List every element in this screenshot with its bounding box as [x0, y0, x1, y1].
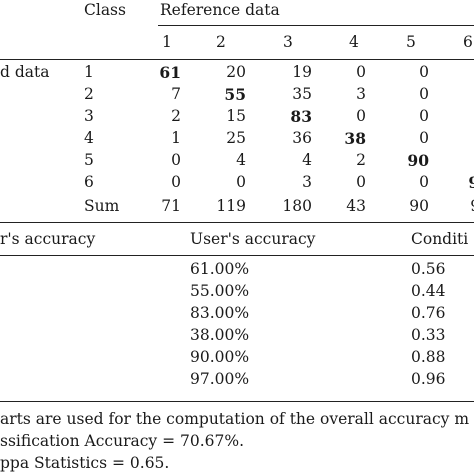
row-group-label: d data — [0, 63, 50, 81]
matrix-cell: 0 — [356, 107, 366, 125]
row-class-label: 6 — [84, 173, 94, 191]
matrix-cell: 3 — [302, 173, 312, 191]
matrix-cell: 0 — [171, 151, 181, 169]
matrix-cell: 90 — [407, 151, 429, 170]
matrix-cell: 0 — [430, 153, 474, 169]
matrix-cell: 97 — [468, 173, 474, 192]
matrix-cell: 55 — [224, 85, 246, 104]
matrix-bottom-rule — [0, 222, 474, 223]
accuracy-bottom-rule — [0, 401, 474, 402]
matrix-cell: 83 — [290, 107, 312, 126]
conditional-value: 0.44 — [411, 282, 446, 300]
sum-label: Sum — [84, 197, 120, 215]
conditional-value: 0.88 — [411, 348, 446, 366]
matrix-cell: 0 — [356, 173, 366, 191]
row-class-label: 1 — [84, 63, 94, 81]
conditional-value: 0.76 — [411, 304, 446, 322]
matrix-cell: 38 — [344, 129, 366, 148]
user-accuracy-value: 97.00% — [190, 370, 250, 388]
row-class-label: 3 — [84, 107, 94, 125]
matrix-cell: 0 — [419, 107, 429, 125]
conditional-value: 0.56 — [411, 260, 446, 278]
user-accuracy-value: 90.00% — [190, 348, 250, 366]
user-accuracy-value: 55.00% — [190, 282, 250, 300]
reference-underline — [158, 25, 474, 26]
matrix-cell: 35 — [292, 85, 312, 103]
matrix-cell: 7 — [171, 85, 181, 103]
class-header: Class — [84, 1, 126, 19]
ref-column-2: 2 — [216, 33, 226, 51]
sum-cell: 90 — [409, 197, 429, 215]
reference-data-header: Reference data — [160, 1, 280, 19]
ref-column-3: 3 — [283, 33, 293, 51]
matrix-cell: 61 — [159, 63, 181, 82]
accuracy-header-rule — [0, 255, 474, 256]
sum-cell: 43 — [346, 197, 366, 215]
matrix-cell: 20 — [226, 63, 246, 81]
matrix-cell: 0 — [419, 173, 429, 191]
matrix-cell: 0 — [419, 63, 429, 81]
matrix-cell: 4 — [236, 151, 246, 169]
sum-cell: 119 — [216, 197, 246, 215]
matrix-cell: 25 — [226, 129, 246, 147]
sum-cell: 180 — [282, 197, 312, 215]
matrix-cell: 2 — [171, 107, 181, 125]
matrix-cell: 36 — [292, 129, 312, 147]
matrix-cell: 0 — [430, 131, 474, 147]
note-line-3: ppa Statistics = 0.65. — [0, 454, 170, 472]
ref-column-1: 1 — [162, 33, 172, 51]
matrix-cell: 2 — [356, 151, 366, 169]
conditional-header: Conditi — [411, 230, 469, 248]
user-accuracy-header: User's accuracy — [190, 230, 316, 248]
row-class-label: 4 — [84, 129, 94, 147]
user-accuracy-value: 61.00% — [190, 260, 250, 278]
matrix-cell: 0 — [430, 109, 474, 125]
matrix-cell: 1 — [171, 129, 181, 147]
header-rule — [0, 59, 474, 60]
matrix-cell: 0 — [430, 65, 474, 81]
matrix-cell: 19 — [292, 63, 312, 81]
matrix-cell: 0 — [236, 173, 246, 191]
matrix-cell: 0 — [430, 87, 474, 103]
producer-accuracy-header: r's accuracy — [0, 230, 96, 248]
row-class-label: 5 — [84, 151, 94, 169]
matrix-cell: 4 — [302, 151, 312, 169]
matrix-cell: 0 — [171, 173, 181, 191]
matrix-cell: 0 — [419, 129, 429, 147]
ref-column-6: 6 — [463, 33, 473, 51]
matrix-cell: 3 — [356, 85, 366, 103]
ref-column-4: 4 — [349, 33, 359, 51]
matrix-cell: 15 — [226, 107, 246, 125]
note-line-1: arts are used for the computation of the… — [0, 410, 470, 428]
sum-cell: 71 — [161, 197, 181, 215]
conditional-value: 0.96 — [411, 370, 446, 388]
user-accuracy-value: 38.00% — [190, 326, 250, 344]
note-line-2: ssification Accuracy = 70.67%. — [0, 432, 245, 450]
ref-column-5: 5 — [406, 33, 416, 51]
matrix-cell: 0 — [419, 85, 429, 103]
matrix-cell: 0 — [356, 63, 366, 81]
row-class-label: 2 — [84, 85, 94, 103]
conditional-value: 0.33 — [411, 326, 446, 344]
sum-cell: 97 — [430, 198, 474, 215]
user-accuracy-value: 83.00% — [190, 304, 250, 322]
